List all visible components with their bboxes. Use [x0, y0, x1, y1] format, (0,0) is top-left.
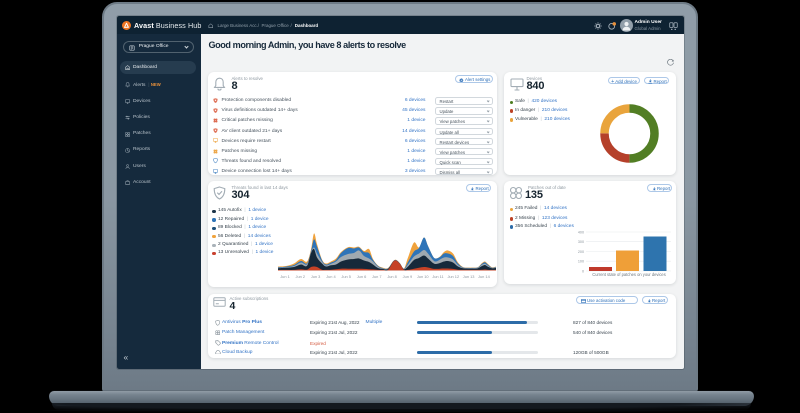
svg-text:Jun 3: Jun 3	[311, 274, 321, 279]
svg-text:300: 300	[578, 240, 584, 244]
svg-text:Jun 1: Jun 1	[280, 274, 290, 279]
svg-text:Jun 12: Jun 12	[447, 274, 459, 279]
svg-text:200: 200	[578, 250, 584, 254]
svg-text:0: 0	[582, 269, 584, 273]
svg-text:Jun 11: Jun 11	[432, 274, 443, 279]
svg-text:Jun 4: Jun 4	[326, 274, 336, 279]
svg-text:Jun 5: Jun 5	[341, 274, 351, 279]
svg-text:Jun 8: Jun 8	[387, 274, 397, 279]
svg-text:Jun 2: Jun 2	[296, 274, 306, 279]
svg-text:Jun 14: Jun 14	[478, 274, 491, 279]
svg-text:Jun 9: Jun 9	[403, 274, 413, 279]
svg-text:Jun 10: Jun 10	[417, 274, 430, 279]
svg-text:400: 400	[578, 230, 584, 234]
svg-text:Jun 13: Jun 13	[463, 274, 475, 279]
svg-text:Jun 7: Jun 7	[372, 274, 382, 279]
svg-text:Jun 6: Jun 6	[357, 274, 367, 279]
svg-text:100: 100	[578, 260, 584, 264]
